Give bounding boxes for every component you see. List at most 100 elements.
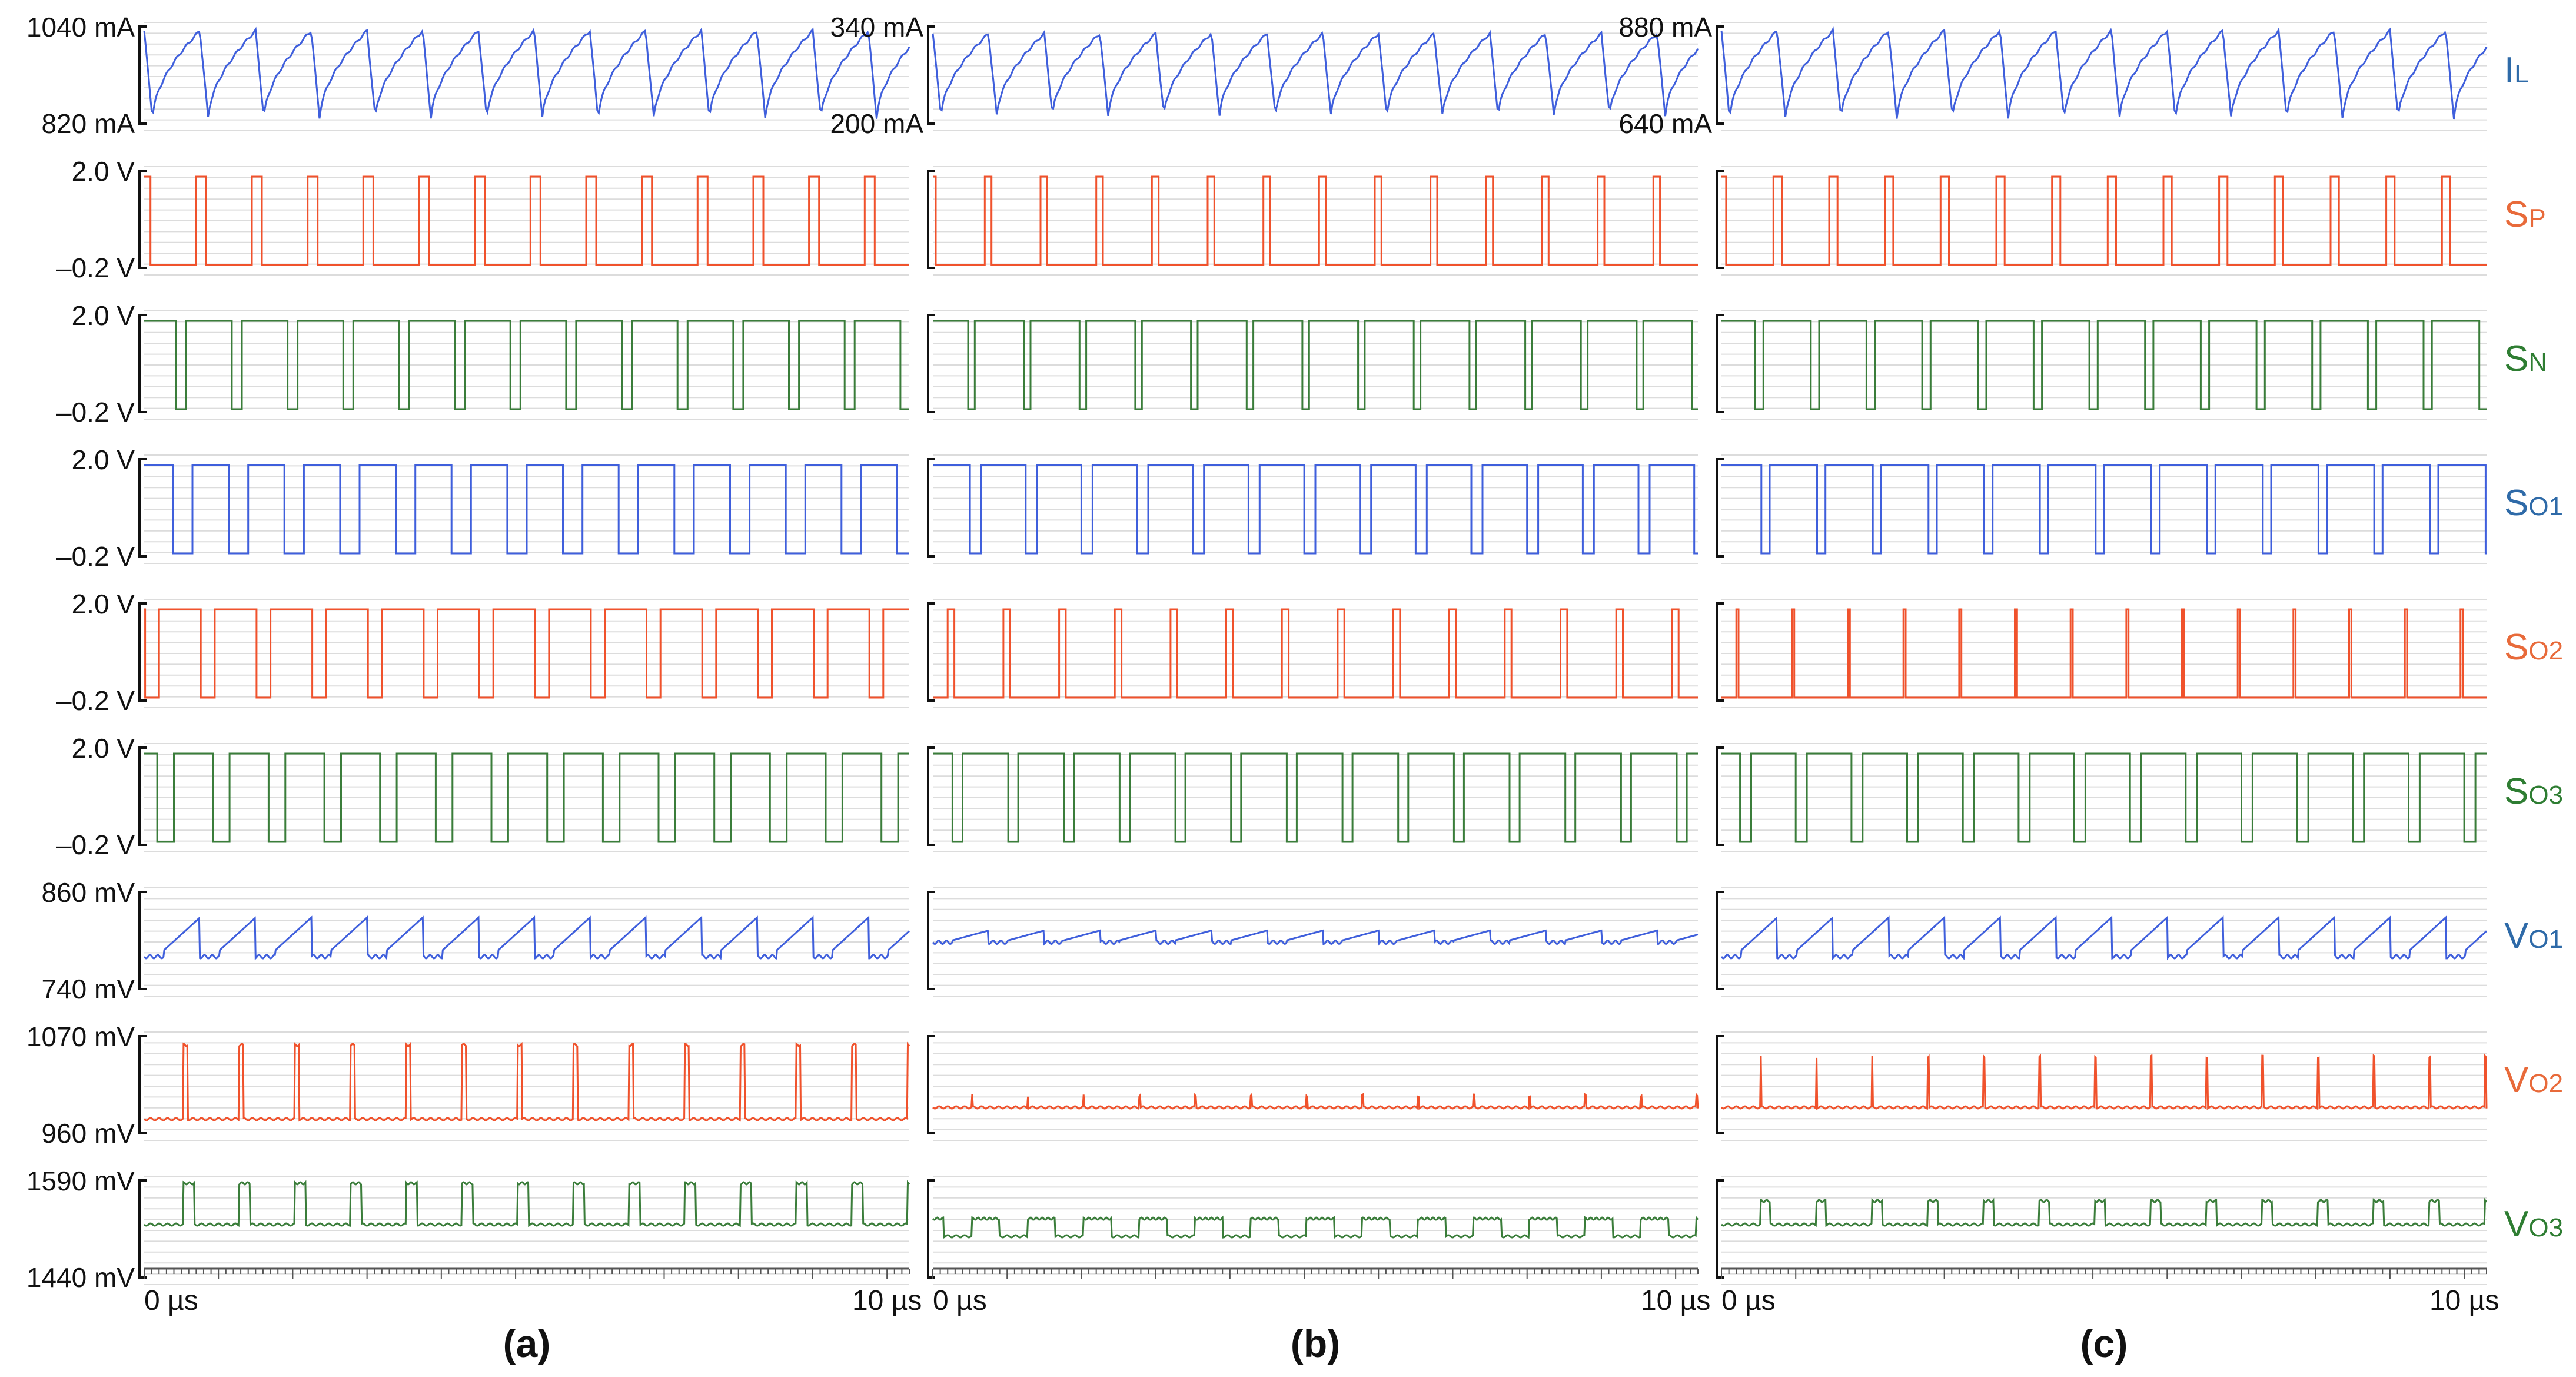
scale-top-c-il: 880 mA — [1618, 12, 1712, 42]
signal-label-vo3: VO3 — [2504, 1204, 2563, 1245]
scale-bracket-b-vo1 — [927, 891, 935, 990]
scale-bottom-a-vo1: 740 mV — [41, 974, 135, 1004]
scale-bracket-a-vo3 — [138, 1179, 147, 1279]
grid-p1-r6 — [933, 887, 1698, 997]
trace-a-vo2 — [144, 1041, 910, 1122]
scale-bracket-a-vo1 — [138, 891, 147, 990]
scale-bracket-c-so1 — [1716, 458, 1724, 558]
scale-top-a-il: 1040 mA — [26, 12, 135, 42]
scale-top-a-sp: 2.0 V — [72, 156, 135, 187]
time-end-label-c: 10 µs — [2429, 1285, 2499, 1316]
time-axis-c — [1721, 1267, 2487, 1279]
scale-bottom-a-so2: –0.2 V — [56, 685, 135, 716]
grid-p1-r8 — [933, 1176, 1698, 1285]
trace-a-so1 — [144, 464, 909, 555]
trace-b-sn — [933, 320, 1698, 410]
grid-p0-r5 — [144, 743, 909, 852]
time-end-label-b: 10 µs — [1641, 1285, 1710, 1316]
scale-bottom-c-il: 640 mA — [1618, 108, 1712, 139]
scale-top-a-sn: 2.0 V — [72, 300, 135, 331]
trace-a-vo1 — [143, 915, 910, 961]
scale-top-a-so3: 2.0 V — [72, 733, 135, 764]
grid-p1-r0 — [933, 22, 1698, 131]
scale-bracket-c-so3 — [1716, 746, 1724, 846]
grid-p0-r2 — [144, 310, 909, 420]
trace-b-il — [932, 29, 1699, 117]
scale-bracket-b-so1 — [927, 458, 935, 558]
scale-top-a-vo2: 1070 mV — [26, 1021, 135, 1052]
trace-b-vo2 — [932, 1092, 1699, 1110]
scale-bracket-c-vo2 — [1716, 1035, 1724, 1134]
trace-c-vo3 — [1721, 1197, 2488, 1227]
scale-bottom-a-vo2: 960 mV — [41, 1118, 135, 1149]
grid-p2-r0 — [1721, 22, 2487, 131]
trace-a-so3 — [144, 752, 909, 843]
signal-label-so3: SO3 — [2504, 771, 2563, 812]
trace-c-so1 — [1721, 464, 2487, 555]
scale-bracket-a-so1 — [138, 458, 147, 558]
grid-p2-r7 — [1721, 1031, 2487, 1141]
grid-p2-r1 — [1721, 166, 2487, 276]
scale-bracket-a-vo2 — [138, 1035, 147, 1134]
trace-c-so2 — [1721, 608, 2487, 699]
scale-bottom-a-so3: –0.2 V — [56, 829, 135, 860]
scale-bracket-a-so2 — [138, 602, 147, 702]
panel-label-b: (b) — [1291, 1322, 1340, 1365]
scale-bracket-b-vo2 — [927, 1035, 935, 1134]
scale-bottom-a-sp: –0.2 V — [56, 253, 135, 283]
trace-b-vo3 — [932, 1215, 1699, 1239]
trace-b-vo1 — [932, 929, 1699, 946]
grid-p0-r1 — [144, 166, 909, 276]
scale-bracket-a-so3 — [138, 746, 147, 846]
scale-bracket-c-so2 — [1716, 602, 1724, 702]
scale-bottom-a-il: 820 mA — [41, 108, 135, 139]
trace-c-il — [1720, 26, 2488, 120]
trace-a-sp — [144, 175, 909, 266]
scale-top-a-so2: 2.0 V — [72, 589, 135, 619]
trace-c-sn — [1721, 320, 2487, 410]
signal-label-vo2: VO2 — [2504, 1060, 2563, 1100]
scale-bracket-b-so2 — [927, 602, 935, 702]
grid-p1-r2 — [933, 310, 1698, 420]
scale-bracket-b-so3 — [927, 746, 935, 846]
scale-bracket-a-sp — [138, 170, 147, 269]
trace-a-so2 — [144, 608, 909, 699]
grid-p2-r4 — [1721, 599, 2487, 708]
signal-label-sp: SP — [2504, 194, 2546, 235]
scale-bracket-c-vo3 — [1716, 1179, 1724, 1279]
trace-c-so3 — [1721, 752, 2487, 843]
signal-label-sn: SN — [2504, 339, 2547, 379]
grid-p0-r6 — [144, 887, 909, 997]
scale-bottom-a-vo3: 1440 mV — [26, 1262, 135, 1293]
signal-label-so1: SO1 — [2504, 483, 2563, 523]
grid-p1-r5 — [933, 743, 1698, 852]
scale-top-a-so1: 2.0 V — [72, 444, 135, 475]
signal-label-vo1: VO1 — [2504, 915, 2563, 956]
trace-b-so2 — [933, 608, 1698, 699]
trace-b-so3 — [933, 752, 1698, 843]
trace-a-sn — [144, 320, 909, 410]
grid-p0-r7 — [144, 1031, 909, 1141]
time-start-label-b: 0 µs — [933, 1285, 987, 1316]
scale-bottom-b-il: 200 mA — [830, 108, 923, 139]
scale-bracket-c-sn — [1716, 314, 1724, 413]
scale-bracket-b-vo3 — [927, 1179, 935, 1279]
grid-p1-r4 — [933, 599, 1698, 708]
panel-label-a: (a) — [503, 1322, 551, 1365]
scale-bracket-a-sn — [138, 314, 147, 413]
time-start-label-a: 0 µs — [144, 1285, 198, 1316]
time-axis-b — [932, 1267, 1699, 1279]
grid-p1-r7 — [933, 1031, 1698, 1141]
scale-bracket-c-il — [1716, 25, 1724, 125]
scale-bracket-b-il — [927, 25, 935, 125]
trace-c-vo1 — [1720, 915, 2487, 961]
trace-b-so1 — [933, 464, 1698, 555]
scale-top-b-il: 340 mA — [830, 12, 923, 42]
grid-p2-r2 — [1721, 310, 2487, 420]
panel-label-c: (c) — [2080, 1322, 2128, 1365]
time-end-label-a: 10 µs — [852, 1285, 922, 1316]
signal-label-il: IL — [2504, 50, 2529, 91]
scale-top-a-vo3: 1590 mV — [26, 1166, 135, 1196]
scale-bracket-c-vo1 — [1716, 891, 1724, 990]
